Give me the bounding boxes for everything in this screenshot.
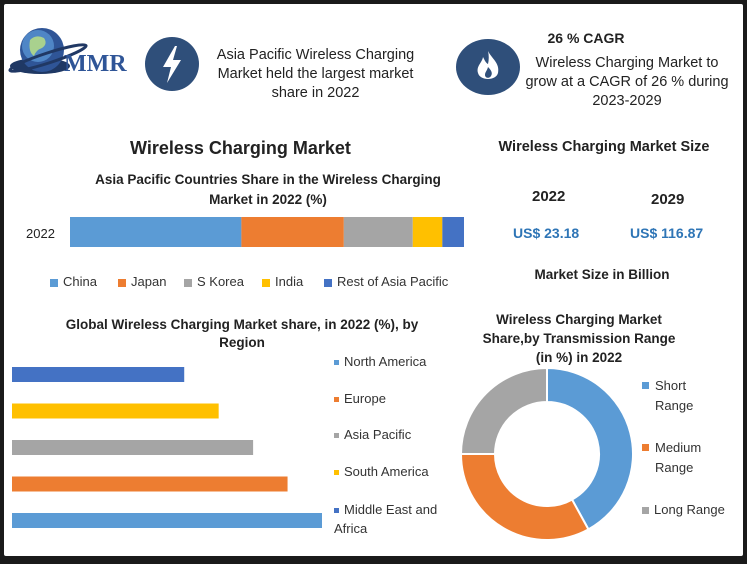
bar-middle-east-and-africa	[12, 513, 322, 528]
mmr-logo	[8, 22, 136, 82]
donut-chart	[459, 366, 634, 541]
legend-item-japan: Japan	[118, 274, 166, 289]
legend-label-north-america: North America	[344, 354, 427, 369]
legend-swatch	[262, 278, 270, 287]
stacked-bar-chart	[70, 217, 464, 247]
legend-item-china: China	[50, 274, 97, 289]
market-size-year-2029: 2029	[651, 191, 685, 208]
header-cagr-text: Wireless Charging Market to grow at a CA…	[525, 55, 729, 109]
legend-item-north-america: North America	[334, 354, 426, 369]
legend-label-short-range: Short Range	[655, 378, 694, 413]
chart1-title: Asia Pacific Countries Share in the Wire…	[95, 172, 441, 207]
legend-label-rest-of-asia-pacific: Rest of Asia Pacific	[337, 274, 449, 289]
region-bar-chart	[12, 367, 322, 528]
legend-label-middle-east-and-africa: Middle East and Africa	[334, 502, 438, 536]
chart3-title: Wireless Charging Market Share,by Transm…	[482, 312, 676, 365]
bar-europe	[12, 403, 219, 419]
bar-segment-s-korea	[343, 217, 413, 247]
legend-item-india: India	[262, 274, 303, 289]
donut-slice-long-range	[459, 366, 548, 455]
market-size-value-2029: US$ 116.87	[630, 225, 704, 241]
legend-swatch	[334, 508, 339, 514]
market-size-value-2022: US$ 23.18	[513, 225, 580, 241]
market-size-title: Wireless Charging Market Size	[498, 139, 710, 155]
globe-icon	[8, 28, 88, 74]
legend-label-long-range: Long Range	[654, 502, 725, 517]
flame-icon-circle	[456, 39, 520, 95]
legend-swatch	[334, 470, 339, 476]
bar-asia-pacific	[12, 440, 254, 455]
lightning-icon	[163, 46, 181, 83]
legend-label-japan: Japan	[131, 274, 167, 289]
legend-swatch	[642, 382, 649, 389]
legend-item-europe: Europe	[334, 391, 386, 406]
chart2-legend: North America Europe Asia Pacific South …	[334, 354, 474, 544]
legend-item-medium-range: Medium Range	[642, 438, 722, 478]
legend-label-india: India	[275, 274, 304, 289]
market-size-year-2022: 2022	[532, 188, 566, 205]
logo-text: MMR	[64, 51, 127, 77]
bar-segment-china	[70, 217, 242, 247]
legend-label-medium-range: Medium Range	[655, 440, 702, 475]
legend-swatch	[50, 278, 58, 287]
flame-icon	[477, 51, 499, 79]
legend-swatch	[324, 278, 332, 287]
bar-segment-rest-of-asia-pacific	[442, 217, 464, 247]
legend-swatch	[334, 433, 339, 439]
legend-item-s-korea: S Korea	[184, 274, 244, 289]
bar-segment-japan	[241, 217, 344, 247]
legend-item-middle-east-and-africa: Middle East and Africa	[334, 500, 454, 538]
legend-swatch	[334, 397, 339, 403]
infographic: MMR Asia Pacific Wireless Charging Marke…	[4, 4, 743, 556]
legend-swatch	[642, 444, 649, 451]
donut-slice-medium-range	[459, 453, 590, 541]
legend-swatch	[642, 507, 649, 515]
lightning-icon-circle	[145, 37, 199, 91]
bar-segment-india	[412, 217, 443, 247]
market-size-unit-note: Market Size in Billion	[534, 267, 670, 282]
chart2-title: Global Wireless Charging Market share, i…	[65, 317, 419, 350]
chart1-category-label: 2022	[26, 226, 55, 241]
legend-item-short-range: Short Range	[642, 376, 712, 416]
legend-label-europe: Europe	[344, 391, 386, 406]
legend-item-asia-pacific: Asia Pacific	[334, 427, 411, 442]
legend-swatch	[184, 278, 192, 287]
legend-item-rest-of-asia-pacific: Rest of Asia Pacific	[324, 274, 448, 289]
legend-swatch	[118, 278, 126, 287]
legend-item-long-range: Long Range	[642, 500, 725, 520]
cagr-title: 26 % CAGR	[547, 30, 625, 46]
legend-label-south-america: South America	[344, 464, 429, 479]
legend-item-south-america: South America	[334, 464, 429, 479]
header-asia-pacific-text: Asia Pacific Wireless Charging Market he…	[216, 47, 415, 101]
legend-label-s-korea: S Korea	[197, 274, 244, 289]
bar-south-america	[12, 476, 288, 492]
donut-slice-short-range	[546, 366, 634, 531]
legend-swatch	[334, 360, 339, 366]
chart1-legend: China Japan S Korea India Rest of Asia P…	[50, 274, 470, 292]
bar-north-america	[12, 367, 185, 382]
main-title: Wireless Charging Market	[130, 138, 351, 158]
legend-label-asia-pacific: Asia Pacific	[344, 427, 412, 442]
legend-label-china: China	[63, 274, 97, 289]
chart3-legend: Short Range Medium Range Long Range	[642, 376, 742, 526]
